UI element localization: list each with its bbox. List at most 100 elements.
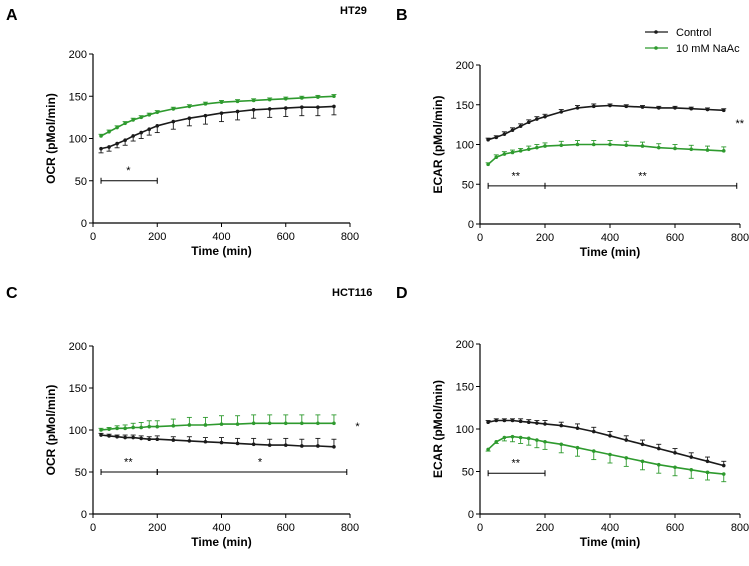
legend-label-naac: 10 mM NaAc bbox=[676, 43, 740, 55]
data-point-a-naac-6 bbox=[147, 113, 152, 117]
data-point-c-control-12 bbox=[235, 441, 240, 446]
x-tick-label-b-0: 0 bbox=[477, 232, 483, 244]
y-tick-label-c-50: 50 bbox=[75, 467, 87, 479]
y-axis-label-d: ECAR (pMol/min) bbox=[431, 380, 445, 478]
data-point-b-naac-8 bbox=[559, 143, 564, 148]
data-point-d-control-11 bbox=[608, 434, 612, 438]
data-point-a-control-8 bbox=[171, 119, 176, 124]
chart-panel-b: 0 50 100 150 200 0 200 400 600 800 Time (min) ECAR … bbox=[431, 60, 749, 259]
data-point-a-naac-7 bbox=[155, 110, 160, 115]
y-tick-label-d-50: 50 bbox=[462, 467, 474, 479]
data-point-c-naac-2 bbox=[115, 426, 119, 431]
y-tick-label-c-200: 200 bbox=[69, 341, 87, 353]
data-point-b-naac-10 bbox=[591, 142, 596, 147]
data-point-d-naac-7 bbox=[543, 439, 547, 444]
data-point-a-control-6 bbox=[147, 127, 152, 132]
data-point-d-control-12 bbox=[624, 438, 629, 442]
series-line-a-control bbox=[100, 105, 334, 150]
data-point-b-control-8 bbox=[559, 110, 564, 114]
x-tick-label-a-400: 400 bbox=[212, 231, 230, 243]
data-point-b-naac-6 bbox=[535, 145, 539, 150]
data-point-d-naac-15 bbox=[673, 465, 677, 470]
x-tick-label-b-200: 200 bbox=[536, 232, 554, 244]
data-point-c-control-2 bbox=[115, 434, 119, 439]
cell-line-title-ht29: HT29 bbox=[340, 5, 367, 17]
x-tick-label-c-200: 200 bbox=[148, 522, 166, 534]
data-point-a-naac-18 bbox=[332, 94, 336, 99]
data-point-c-naac-18 bbox=[332, 421, 336, 426]
data-point-c-naac-5 bbox=[139, 425, 143, 430]
data-point-b-control-16 bbox=[689, 106, 694, 111]
chart-panel-c: 0 50 100 150 200 0 200 400 600 800 Time (min) OCR (… bbox=[44, 341, 360, 549]
sig-label-b-1: ** bbox=[638, 170, 647, 182]
series-line-c-naac bbox=[100, 422, 334, 431]
data-point-b-naac-1 bbox=[494, 155, 499, 160]
data-point-b-control-6 bbox=[535, 117, 539, 121]
x-tick-label-a-200: 200 bbox=[148, 231, 166, 243]
data-point-c-naac-6 bbox=[147, 424, 152, 429]
data-point-c-naac-11 bbox=[219, 422, 224, 426]
data-point-a-control-15 bbox=[283, 106, 288, 110]
data-point-d-control-18 bbox=[721, 463, 726, 468]
y-axis-label-a: OCR (pMol/min) bbox=[44, 93, 58, 184]
x-axis-label-c: Time (min) bbox=[191, 535, 251, 549]
data-point-b-control-13 bbox=[640, 105, 645, 109]
data-point-d-control-6 bbox=[535, 421, 539, 425]
data-point-c-control-7 bbox=[155, 437, 160, 442]
data-point-d-naac-3 bbox=[510, 434, 515, 439]
data-point-c-naac-8 bbox=[171, 424, 176, 428]
panel-label-d: D bbox=[396, 285, 408, 302]
chart-panel-d: 0 50 100 150 200 0 200 400 600 800 Time (min) ECAR … bbox=[431, 339, 749, 549]
data-point-c-naac-0 bbox=[99, 428, 103, 432]
data-point-c-control-6 bbox=[147, 437, 152, 442]
data-point-b-control-0 bbox=[486, 137, 490, 142]
y-tick-label-c-150: 150 bbox=[69, 383, 87, 395]
series-line-c-control bbox=[100, 434, 334, 448]
data-point-a-naac-15 bbox=[283, 96, 288, 101]
data-point-c-naac-10 bbox=[203, 423, 208, 427]
y-tick-label-c-0: 0 bbox=[81, 509, 87, 521]
data-point-b-naac-14 bbox=[656, 145, 661, 150]
data-point-c-naac-3 bbox=[123, 426, 127, 431]
panel-label-c: C bbox=[6, 285, 18, 302]
sig-label-c-0: ** bbox=[124, 456, 133, 468]
sig-label-c-1: * bbox=[258, 456, 263, 468]
data-point-a-naac-16 bbox=[300, 96, 304, 100]
data-point-b-naac-17 bbox=[705, 148, 710, 152]
y-tick-label-b-150: 150 bbox=[456, 100, 474, 112]
x-tick-label-b-800: 800 bbox=[731, 232, 749, 244]
data-point-d-naac-5 bbox=[526, 436, 531, 441]
data-point-b-naac-12 bbox=[624, 143, 629, 148]
data-point-d-control-5 bbox=[526, 420, 531, 425]
x-tick-label-d-200: 200 bbox=[536, 522, 554, 534]
data-point-d-naac-1 bbox=[494, 439, 499, 444]
data-point-d-naac-13 bbox=[640, 459, 645, 464]
data-point-c-control-8 bbox=[171, 438, 176, 442]
data-point-a-naac-3 bbox=[123, 121, 127, 126]
panel-label-a: A bbox=[6, 7, 18, 24]
data-point-c-naac-9 bbox=[187, 423, 192, 427]
x-tick-label-d-800: 800 bbox=[731, 522, 749, 534]
series-line-b-control bbox=[487, 104, 724, 141]
data-point-b-control-11 bbox=[608, 103, 612, 108]
data-point-a-naac-2 bbox=[115, 125, 119, 130]
legend-marker-control bbox=[654, 30, 658, 34]
data-point-a-control-10 bbox=[203, 113, 208, 118]
x-tick-label-b-600: 600 bbox=[666, 232, 684, 244]
data-point-a-naac-1 bbox=[107, 129, 111, 134]
data-point-d-control-10 bbox=[591, 429, 596, 434]
data-point-b-control-7 bbox=[543, 114, 547, 119]
x-tick-label-b-400: 400 bbox=[601, 232, 619, 244]
legend-label-control: Control bbox=[676, 27, 711, 39]
y-tick-label-d-0: 0 bbox=[468, 509, 474, 521]
data-point-d-control-16 bbox=[689, 455, 694, 459]
data-point-a-naac-12 bbox=[235, 99, 240, 104]
data-point-a-control-17 bbox=[316, 105, 320, 110]
data-point-c-control-1 bbox=[107, 434, 111, 438]
data-point-a-naac-0 bbox=[99, 134, 103, 138]
x-tick-label-c-0: 0 bbox=[90, 522, 96, 534]
y-tick-label-d-200: 200 bbox=[456, 339, 474, 351]
x-tick-label-a-800: 800 bbox=[341, 231, 359, 243]
data-point-a-control-11 bbox=[219, 111, 224, 115]
data-point-a-control-9 bbox=[187, 116, 192, 121]
